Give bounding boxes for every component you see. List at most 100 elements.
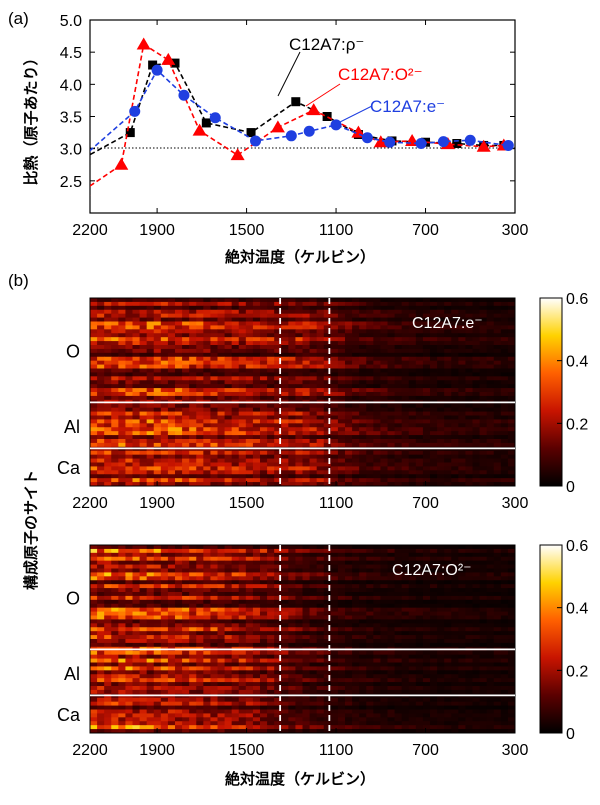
heatmap-cell xyxy=(395,322,402,326)
heatmap-cell xyxy=(380,325,387,329)
heatmap-cell xyxy=(473,619,480,623)
heatmap-cell xyxy=(118,416,125,420)
heatmap-cell xyxy=(97,345,104,349)
heatmap-cell xyxy=(451,384,458,388)
heatmap-cell xyxy=(303,596,310,600)
heatmap-cell xyxy=(480,412,487,416)
heatmap-cell xyxy=(437,431,444,435)
heatmap-cell xyxy=(246,365,253,369)
heatmap-cell xyxy=(437,612,444,616)
heatmap-cell xyxy=(154,404,161,408)
heatmap-cell xyxy=(352,478,359,482)
heatmap-cell xyxy=(451,310,458,314)
heatmap-cell xyxy=(409,427,416,431)
heatmap-cell xyxy=(366,474,373,478)
heatmap-cell xyxy=(324,404,331,408)
heatmap-cell xyxy=(210,365,217,369)
heatmap-cell xyxy=(317,631,324,635)
heatmap-cell xyxy=(196,423,203,427)
heatmap-cell xyxy=(430,392,437,396)
heatmap-cell xyxy=(451,557,458,561)
heatmap-cell xyxy=(409,616,416,620)
heatmap-cell xyxy=(487,666,494,670)
heatmap-cell xyxy=(480,639,487,643)
heatmap-cell xyxy=(487,361,494,365)
heatmap-cell xyxy=(303,365,310,369)
heatmap-cell xyxy=(310,576,317,580)
heatmap-cell xyxy=(338,451,345,455)
heatmap-cell xyxy=(416,396,423,400)
heatmap-cell xyxy=(147,431,154,435)
heatmap-cell xyxy=(97,333,104,337)
heatmap-cell xyxy=(388,549,395,553)
heatmap-cell xyxy=(395,345,402,349)
heatmap-cell xyxy=(246,600,253,604)
heatmap-cell xyxy=(210,380,217,384)
heatmap-cell xyxy=(465,423,472,427)
heatmap-cell xyxy=(416,376,423,380)
y-tick-label: 4.0 xyxy=(60,77,82,94)
heatmap-cell xyxy=(111,600,118,604)
heatmap-cell xyxy=(423,369,430,373)
heatmap-cell xyxy=(288,576,295,580)
heatmap-cell xyxy=(182,392,189,396)
heatmap-cell xyxy=(380,557,387,561)
heatmap-cell xyxy=(352,608,359,612)
heatmap-cell xyxy=(409,478,416,482)
heatmap-cell xyxy=(352,612,359,616)
heatmap-cell xyxy=(104,322,111,326)
heatmap-cell xyxy=(232,416,239,420)
heatmap-cell xyxy=(161,431,168,435)
heatmap-cell xyxy=(203,427,210,431)
y-tick-label: 2.5 xyxy=(60,174,82,191)
heatmap-cell xyxy=(189,557,196,561)
heatmap-cell xyxy=(331,384,338,388)
heatmap-cell xyxy=(359,349,366,353)
heatmap-cell xyxy=(310,549,317,553)
heatmap-cell xyxy=(203,435,210,439)
heatmap-cell xyxy=(133,357,140,361)
heatmap-cell xyxy=(508,627,515,631)
heatmap-cell xyxy=(239,545,246,549)
heatmap-cell xyxy=(246,580,253,584)
heatmap-cell xyxy=(494,369,501,373)
heatmap-cell xyxy=(359,310,366,314)
heatmap-cell xyxy=(473,298,480,302)
heatmap-cell xyxy=(118,584,125,588)
heatmap-cell xyxy=(388,474,395,478)
heatmap-cell xyxy=(423,376,430,380)
heatmap-cell xyxy=(90,412,97,416)
heatmap-cell xyxy=(133,569,140,573)
heatmap-cell xyxy=(175,572,182,576)
heatmap-cell xyxy=(189,604,196,608)
x-tick-label: 1500 xyxy=(229,495,265,512)
heatmap-cell xyxy=(260,388,267,392)
heatmap-cell xyxy=(345,459,352,463)
heatmap-cell xyxy=(338,635,345,639)
heatmap-cell xyxy=(210,388,217,392)
heatmap-cell xyxy=(444,369,451,373)
heatmap-cell xyxy=(331,619,338,623)
heatmap-cell xyxy=(338,565,345,569)
heatmap-cell xyxy=(203,325,210,329)
heatmap-cell xyxy=(402,635,409,639)
heatmap-cell xyxy=(175,580,182,584)
heatmap-cell xyxy=(501,549,508,553)
heatmap-cell xyxy=(175,592,182,596)
heatmap-cell xyxy=(295,470,302,474)
colorbar-tick-label: 0.4 xyxy=(566,354,588,371)
heatmap-cell xyxy=(317,302,324,306)
heatmap-cell xyxy=(288,635,295,639)
heatmap-cell xyxy=(288,627,295,631)
heatmap-cell xyxy=(182,310,189,314)
heatmap-cell xyxy=(508,596,515,600)
heatmap-cell xyxy=(140,302,147,306)
heatmap-cell xyxy=(416,302,423,306)
heatmap-cell xyxy=(203,369,210,373)
heatmap-cell xyxy=(345,557,352,561)
heatmap-cell xyxy=(352,376,359,380)
heatmap-cell xyxy=(508,408,515,412)
heatmap-cell xyxy=(402,310,409,314)
heatmap-cell xyxy=(395,306,402,310)
heatmap-cell xyxy=(366,584,373,588)
